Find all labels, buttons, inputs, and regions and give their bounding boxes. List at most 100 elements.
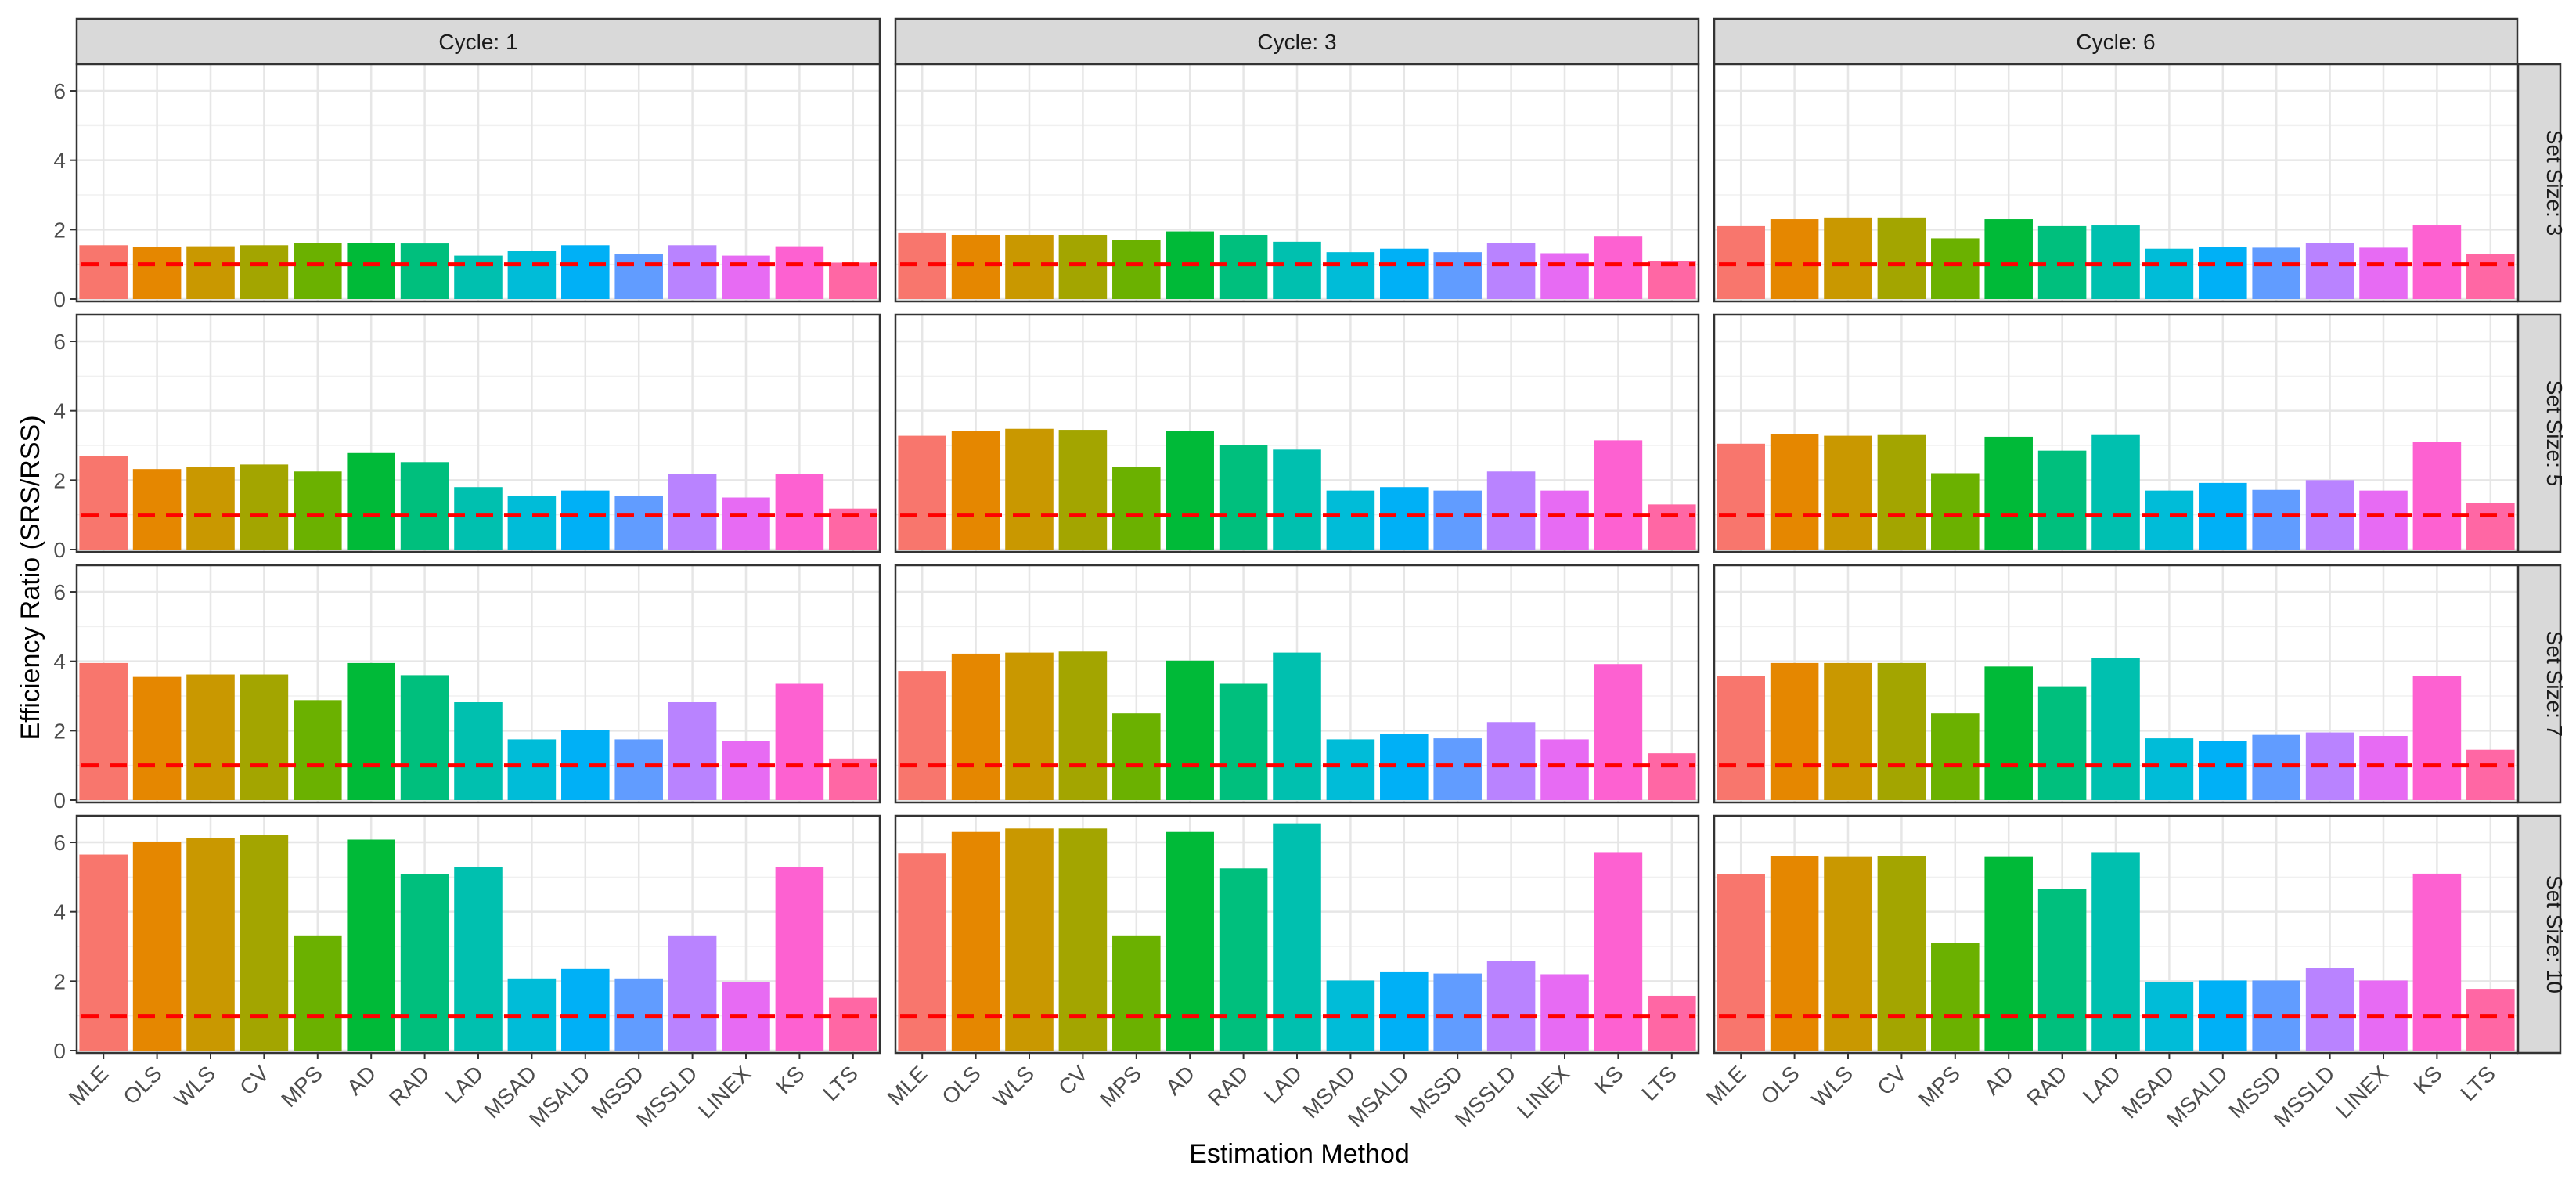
bar-mssld <box>1486 961 1536 1051</box>
bar-ad <box>1984 666 2033 800</box>
bar-ks <box>775 683 824 800</box>
y-tick-label: 0 <box>53 788 66 813</box>
bar-mle <box>79 456 128 550</box>
row-strip: Set Size: 3 <box>2517 63 2567 303</box>
bar-msald <box>2199 741 2247 800</box>
panel-border <box>894 63 1700 303</box>
bar-ols <box>951 431 1000 550</box>
bar-ad <box>347 452 395 550</box>
bar-lts <box>829 262 877 299</box>
bar-mps <box>1112 713 1161 800</box>
panel-border <box>1713 313 2519 553</box>
bar-lad <box>1273 241 1321 299</box>
bar-ols <box>1770 434 1819 550</box>
bar-ks <box>2412 676 2462 800</box>
bar-wls <box>1005 428 1054 550</box>
y-tick-label: 0 <box>53 1039 66 1063</box>
bar-rad <box>400 462 449 550</box>
bar-ks <box>775 867 824 1051</box>
bar-cv <box>240 835 289 1051</box>
y-tick-label: 4 <box>53 650 66 674</box>
bar-ks <box>1594 852 1643 1051</box>
bar-mssld <box>1486 471 1536 550</box>
panel-border <box>75 564 881 804</box>
y-tick-label: 2 <box>53 969 66 993</box>
bar-linex <box>722 741 770 800</box>
bar-lts <box>2466 989 2515 1051</box>
bar-mssld <box>668 935 717 1051</box>
bar-ks <box>1594 236 1643 299</box>
y-tick-label: 2 <box>53 468 66 492</box>
bar-msald <box>1380 487 1429 550</box>
bar-rad <box>1219 234 1268 299</box>
bar-ad <box>1984 219 2033 299</box>
bar-lad <box>454 255 503 299</box>
bar-lad <box>2091 434 2140 550</box>
bar-msad <box>507 251 557 299</box>
bar-rad <box>2037 686 2087 800</box>
bar-wls <box>186 467 235 550</box>
bar-msad <box>2145 738 2194 800</box>
panel-border <box>894 313 1700 553</box>
bar-mps <box>1931 713 1980 800</box>
bar-mssd <box>614 496 663 550</box>
bar-ad <box>347 839 395 1051</box>
facet-panel <box>894 814 1700 1059</box>
bar-lad <box>1273 823 1321 1051</box>
bar-msad <box>1326 739 1375 800</box>
facet-panels: Cycle: 1 Cycle: 3 Cycle: 6 Set Size: 3 Set S… <box>53 17 2567 1063</box>
bar-cv <box>240 464 289 550</box>
panel-border <box>75 63 881 303</box>
bar-ols <box>132 247 182 299</box>
bar-msad <box>2145 490 2194 550</box>
y-tick-label: 0 <box>53 538 66 562</box>
bar-lad <box>2091 852 2140 1051</box>
bar-mssd <box>2252 489 2300 550</box>
bar-ols <box>1770 856 1819 1051</box>
bar-mssld <box>2305 243 2354 299</box>
bar-ks <box>775 246 824 299</box>
bar-wls <box>186 246 235 299</box>
bar-mps <box>1112 935 1161 1051</box>
bar-mssld <box>668 245 717 299</box>
y-tick-label: 4 <box>53 399 66 424</box>
bar-lts <box>1648 753 1696 800</box>
bar-mssd <box>1433 738 1482 800</box>
bar-linex <box>2359 490 2408 550</box>
bar-rad <box>1219 868 1268 1051</box>
bar-rad <box>1219 445 1268 550</box>
panel-border <box>1713 63 2519 303</box>
bar-wls <box>1824 435 1872 550</box>
bar-mssd <box>1433 973 1482 1051</box>
bar-mps <box>1112 240 1161 299</box>
row-strip-label: Set Size: 5 <box>2542 380 2567 486</box>
y-tick-label: 6 <box>53 79 66 103</box>
bar-wls <box>1005 234 1054 299</box>
bar-msad <box>1326 252 1375 299</box>
bar-lad <box>454 487 503 550</box>
bar-mps <box>1931 238 1980 299</box>
bar-cv <box>1877 434 1926 550</box>
bar-msad <box>507 739 557 800</box>
bar-lad <box>2091 658 2140 800</box>
bar-mle <box>1717 443 1765 550</box>
y-tick-label: 6 <box>53 580 66 604</box>
bar-mle <box>898 671 946 800</box>
row-strip-label: Set Size: 10 <box>2542 875 2567 993</box>
row-strip: Set Size: 7 <box>2517 564 2567 804</box>
bar-mssld <box>668 701 717 800</box>
bar-linex <box>2359 247 2408 299</box>
bar-cv <box>1058 828 1108 1051</box>
bar-cv <box>1058 430 1108 550</box>
bar-cv <box>1058 651 1108 800</box>
bar-msad <box>507 496 557 550</box>
bar-linex <box>722 497 770 550</box>
bar-linex <box>2359 735 2408 800</box>
bar-wls <box>1005 828 1054 1051</box>
bar-mssld <box>668 474 717 550</box>
bar-mps <box>294 700 342 800</box>
bar-lts <box>829 997 877 1051</box>
y-tick-label: 4 <box>53 149 66 173</box>
bar-ols <box>1770 662 1819 800</box>
facet-panel <box>75 814 881 1059</box>
